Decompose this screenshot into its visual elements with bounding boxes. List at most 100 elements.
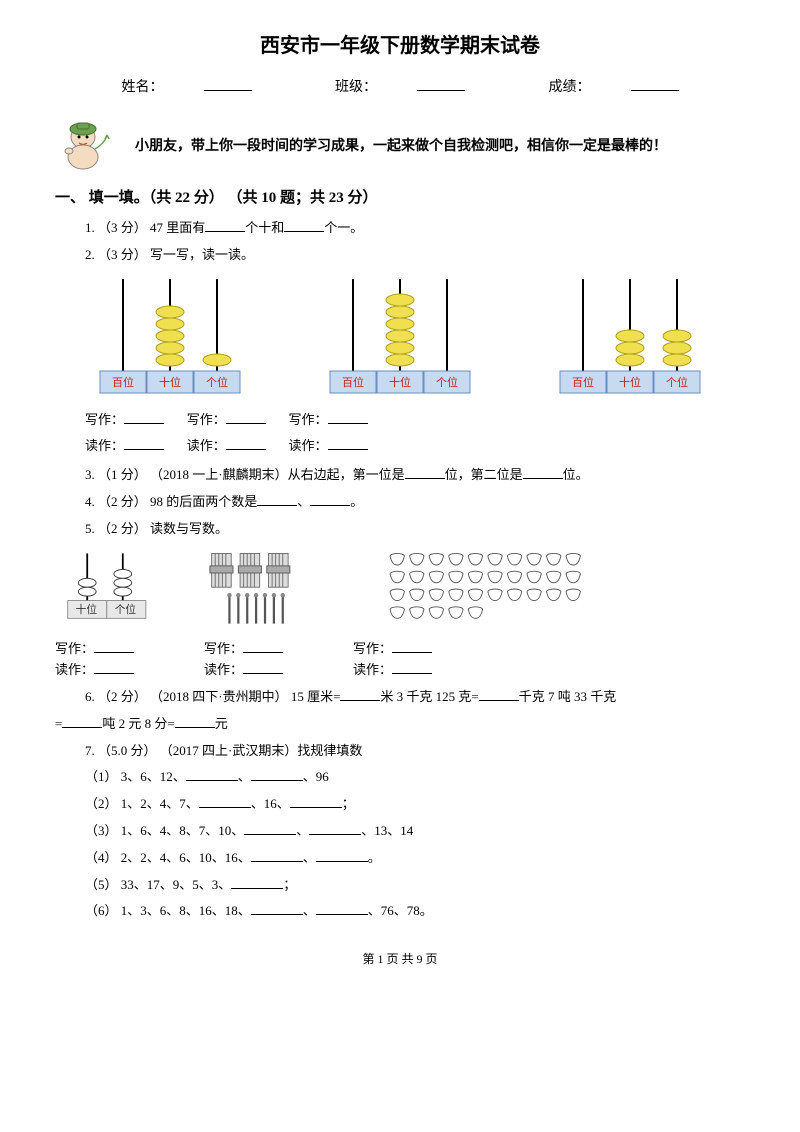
q6-b3[interactable] xyxy=(62,714,102,728)
q5-write-row: 写作： 写作： 写作： xyxy=(55,639,745,660)
abacus-row: 百位 十位 个位 百位 十位 个位 百位 十位 个位 xyxy=(55,274,745,399)
q6-e: 吨 2 元 8 分= xyxy=(102,716,174,731)
q6-d: = xyxy=(55,716,62,731)
svg-text:个位: 个位 xyxy=(115,603,137,616)
q5-w1l: 写作： xyxy=(55,641,94,656)
q3-b2[interactable] xyxy=(523,465,563,479)
q5-r3[interactable] xyxy=(392,660,432,674)
q7-5: （5） 33、17、9、5、3、； xyxy=(85,875,745,896)
q7-6: （6） 1、3、6、8、16、18、、、76、78。 xyxy=(85,901,745,922)
mascot-icon xyxy=(55,119,115,174)
q6-line2: =吨 2 元 8 分=元 xyxy=(55,714,745,735)
q7-4b1[interactable] xyxy=(251,848,303,862)
q2-w2[interactable] xyxy=(226,410,266,424)
q6-b2[interactable] xyxy=(479,687,519,701)
q4-pre: 4. （2 分） 98 的后面两个数是 xyxy=(85,494,257,509)
q6-b1[interactable] xyxy=(340,687,380,701)
q7-2: （2） 1、2、4、7、 、16、 ； xyxy=(85,794,745,815)
q5-w2l: 写作： xyxy=(204,641,243,656)
q1-mid: 个十和 xyxy=(245,220,284,235)
q7-3b2[interactable] xyxy=(309,821,361,835)
q7: 7. （5.0 分） （2017 四上·武汉期末）找规律填数 xyxy=(85,741,745,762)
intro-text: 小朋友，带上你一段时间的学习成果，一起来做个自我检测吧，相信你一定是最棒的！ xyxy=(135,136,745,158)
name-blank[interactable] xyxy=(204,77,252,91)
name-label: 姓名： xyxy=(122,80,164,95)
q7-1b1[interactable] xyxy=(186,767,238,781)
q7-2a: （2） 1、2、4、7、 xyxy=(85,796,199,811)
abacus-1: 百位 十位 个位 xyxy=(90,274,250,399)
q7-2b: 、16、 xyxy=(251,796,290,811)
q7-6b2[interactable] xyxy=(316,901,368,915)
q1-post: 个一。 xyxy=(324,220,363,235)
q2-w3[interactable] xyxy=(328,410,368,424)
q7-1: （1） 3、6、12、、、96 xyxy=(85,767,745,788)
q4: 4. （2 分） 98 的后面两个数是、。 xyxy=(85,492,745,513)
class-label: 班级： xyxy=(335,80,377,95)
q7-4c: 。 xyxy=(368,850,381,865)
q4-b1[interactable] xyxy=(257,492,297,506)
q5-cups xyxy=(375,549,615,629)
q7-6c: 、76、78。 xyxy=(368,903,433,918)
q5-r2[interactable] xyxy=(243,660,283,674)
svg-text:十位: 十位 xyxy=(389,375,411,389)
abacus-label-ge: 个位 xyxy=(206,375,228,389)
q6-c: 千克 7 吨 33 千克 xyxy=(519,689,617,704)
q2-w1[interactable] xyxy=(124,410,164,424)
q1-pre: 1. （3 分） 47 里面有 xyxy=(85,220,205,235)
q6-b4[interactable] xyxy=(175,714,215,728)
svg-text:百位: 百位 xyxy=(342,375,364,389)
q7-5b1[interactable] xyxy=(231,875,283,889)
q2: 2. （3 分） 写一写，读一读。 xyxy=(85,245,745,266)
q3-pre: 3. （1 分） （2018 一上·麒麟期末）从右边起，第一位是 xyxy=(85,467,405,482)
read-label-1: 读作： xyxy=(85,438,124,453)
abacus-label-shi: 十位 xyxy=(159,375,181,389)
q5-r1[interactable] xyxy=(94,660,134,674)
section-1-head: 一、 填一填。（共 22 分） （共 10 题；共 23 分） xyxy=(55,186,745,210)
q7-6b1[interactable] xyxy=(251,901,303,915)
score-blank[interactable] xyxy=(631,77,679,91)
q7-6b: 、 xyxy=(303,903,316,918)
q7-2b2[interactable] xyxy=(290,794,342,808)
q2-r1[interactable] xyxy=(124,436,164,450)
q1-blank2[interactable] xyxy=(284,218,324,232)
q5-images: 十位 个位 xyxy=(55,549,745,629)
q5-r3l: 读作： xyxy=(353,662,392,677)
q7-4b2[interactable] xyxy=(316,848,368,862)
q2-read-row: 读作： 读作： 读作： xyxy=(85,433,745,459)
q2-r3[interactable] xyxy=(328,436,368,450)
class-blank[interactable] xyxy=(417,77,465,91)
q7-4b: 、 xyxy=(303,850,316,865)
page-title: 西安市一年级下册数学期末试卷 xyxy=(55,30,745,62)
q5-r1l: 读作： xyxy=(55,662,94,677)
q4-b2[interactable] xyxy=(310,492,350,506)
q6: 6. （2 分） （2018 四下·贵州期中） 15 厘米=米 3 千克 125… xyxy=(85,687,745,708)
svg-text:十位: 十位 xyxy=(76,603,98,616)
q5-w1[interactable] xyxy=(94,639,134,653)
page-footer: 第 1 页 共 9 页 xyxy=(55,950,745,969)
read-label-2: 读作： xyxy=(187,438,226,453)
q7-1b2[interactable] xyxy=(251,767,303,781)
abacus-2: 百位 十位 个位 xyxy=(320,274,480,399)
q3-mid: 位，第二位是 xyxy=(445,467,523,482)
q7-5b: ； xyxy=(283,877,296,892)
q2-r2[interactable] xyxy=(226,436,266,450)
q5-w3l: 写作： xyxy=(353,641,392,656)
q7-1b: 、 xyxy=(238,769,251,784)
q4-post: 。 xyxy=(350,494,363,509)
svg-text:百位: 百位 xyxy=(572,375,594,389)
q3-b1[interactable] xyxy=(405,465,445,479)
q7-3a: （3） 1、6、4、8、7、10、 xyxy=(85,823,244,838)
q7-2b1[interactable] xyxy=(199,794,251,808)
q7-3b1[interactable] xyxy=(244,821,296,835)
write-label-3: 写作： xyxy=(289,412,328,427)
intro-row: 小朋友，带上你一段时间的学习成果，一起来做个自我检测吧，相信你一定是最棒的！ xyxy=(55,119,745,174)
q7-3: （3） 1、6、4、8、7、10、、、13、14 xyxy=(85,821,745,842)
q5-w3[interactable] xyxy=(392,639,432,653)
q6-a: 6. （2 分） （2018 四下·贵州期中） 15 厘米= xyxy=(85,689,340,704)
q7-2c: ； xyxy=(342,796,355,811)
svg-text:个位: 个位 xyxy=(436,375,458,389)
q7-3b: 、 xyxy=(296,823,309,838)
q1-blank1[interactable] xyxy=(205,218,245,232)
q5-w2[interactable] xyxy=(243,639,283,653)
read-label-3: 读作： xyxy=(289,438,328,453)
